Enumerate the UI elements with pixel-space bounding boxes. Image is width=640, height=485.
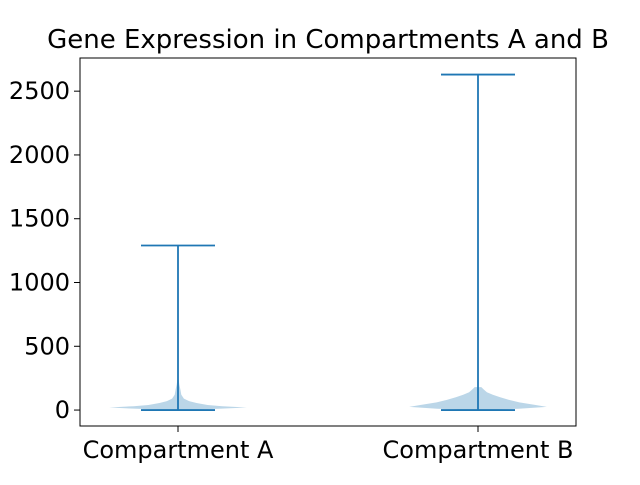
y-tick-label: 1000 [9,268,70,296]
chart-title: Gene Expression in Compartments A and B [47,25,609,55]
x-axis: Compartment A Compartment B [83,426,574,464]
y-tick-label: 500 [24,332,70,360]
y-tick-label: 1500 [9,205,70,233]
plot-frame [79,57,577,427]
y-tick-label: 0 [55,396,70,424]
y-tick-label: 2500 [9,77,70,105]
y-tick-label: 2000 [9,141,70,169]
plot-area [109,73,547,411]
y-axis: 0 500 1000 1500 2000 2500 [9,77,80,424]
x-tick-label: Compartment B [383,436,574,464]
x-tick-label: Compartment A [83,436,274,464]
